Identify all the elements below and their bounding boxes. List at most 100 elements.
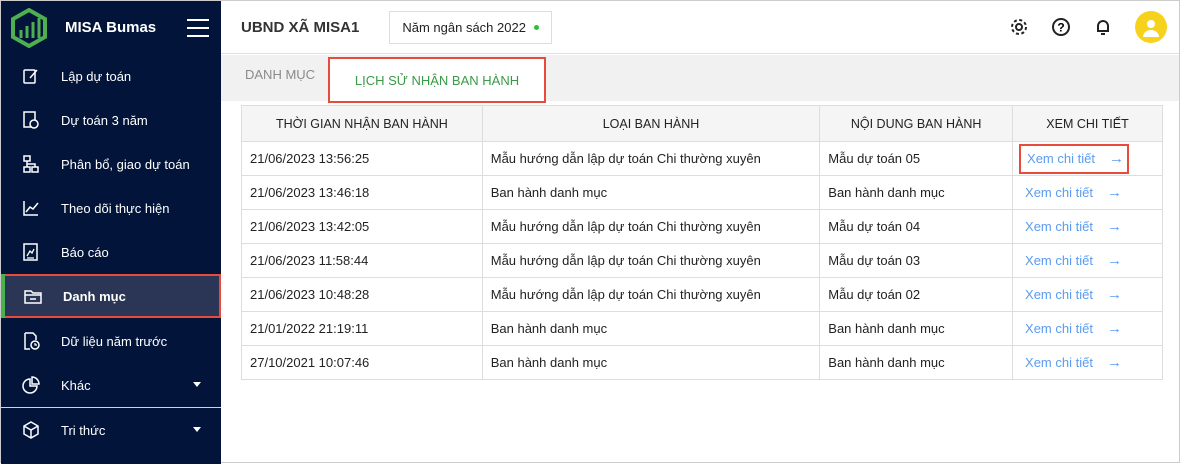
- sidebar-item[interactable]: Báo cáo: [1, 230, 221, 274]
- status-dot: [533, 24, 539, 30]
- arrow-right-icon: →: [1106, 354, 1122, 371]
- edit-icon: [21, 66, 41, 86]
- cell-content: Ban hành danh mục: [819, 345, 1014, 380]
- svg-text:?: ?: [1057, 21, 1064, 35]
- cell-detail: Xem chi tiết →: [1012, 141, 1163, 176]
- menu-toggle-icon[interactable]: [187, 19, 209, 43]
- cell-type: Mẫu hướng dẫn lập dự toán Chi thường xuy…: [481, 277, 821, 312]
- sidebar-item-label: Phân bổ, giao dự toán: [61, 156, 190, 172]
- table-row: 21/06/2023 13:42:05 Mẫu hướng dẫn lập dự …: [241, 209, 1163, 244]
- table-row: 21/06/2023 13:46:18 Ban hành danh mục Ban …: [241, 175, 1163, 210]
- avatar[interactable]: [1135, 11, 1167, 43]
- cell-time: 21/06/2023 13:46:18: [241, 175, 483, 210]
- column-header: Xem chi tiết: [1012, 105, 1163, 142]
- view-detail-label: Xem chi tiết: [1025, 219, 1093, 234]
- cell-detail: Xem chi tiết →: [1012, 175, 1163, 210]
- cell-content: Ban hành danh mục: [819, 175, 1014, 210]
- view-detail-label: Xem chi tiết: [1025, 321, 1093, 336]
- cell-time: 21/06/2023 11:58:44: [241, 243, 483, 278]
- view-detail-link[interactable]: Xem chi tiết →: [1019, 143, 1130, 174]
- caret-down-icon[interactable]: [193, 382, 201, 387]
- sidebar-item-label: Theo dõi thực hiện: [61, 200, 170, 216]
- table-row: 21/06/2023 11:58:44 Mẫu hướng dẫn lập dự …: [241, 243, 1163, 278]
- sidebar-item[interactable]: Dự toán 3 năm: [1, 98, 221, 142]
- sidebar-item[interactable]: Theo dõi thực hiện: [1, 186, 221, 230]
- app-name: MISA Bumas: [65, 19, 157, 36]
- sidebar-item[interactable]: Tri thức: [1, 408, 221, 452]
- sidebar-item-label: Dữ liệu năm trước: [61, 333, 168, 349]
- sidebar-item[interactable]: Lập dự toán: [1, 54, 221, 98]
- budget-icon: [21, 110, 41, 130]
- view-detail-link[interactable]: Xem chi tiết →: [1019, 178, 1129, 208]
- org-name: UBND XÃ MISA1: [241, 18, 360, 36]
- brand: MISA Bumas: [1, 1, 221, 54]
- table-row: 21/06/2023 13:56:25 Mẫu hướng dẫn lập dự …: [241, 141, 1163, 176]
- view-detail-label: Xem chi tiết: [1025, 253, 1093, 268]
- cell-detail: Xem chi tiết →: [1012, 311, 1163, 346]
- report-icon: [21, 242, 41, 262]
- view-detail-link[interactable]: Xem chi tiết →: [1019, 314, 1129, 344]
- cell-detail: Xem chi tiết →: [1012, 277, 1163, 312]
- sidebar-item[interactable]: Phân bổ, giao dự toán: [1, 142, 221, 186]
- column-header: Loại ban hành: [481, 105, 821, 142]
- cell-type: Ban hành danh mục: [481, 175, 821, 210]
- cell-content: Mẫu dự toán 04: [819, 209, 1014, 244]
- file-clock-icon: [21, 331, 41, 351]
- history-table: Thời gian nhận ban hành Loại ban hành Nộ…: [241, 105, 1163, 380]
- cell-detail: Xem chi tiết →: [1012, 209, 1163, 244]
- cell-time: 21/06/2023 13:42:05: [241, 209, 483, 244]
- cell-time: 21/06/2023 10:48:28: [241, 277, 483, 312]
- view-detail-link[interactable]: Xem chi tiết →: [1019, 348, 1129, 378]
- bell-icon[interactable]: [1093, 17, 1113, 37]
- cell-type: Ban hành danh mục: [481, 311, 821, 346]
- sidebar-item[interactable]: Khác: [1, 363, 221, 407]
- view-detail-link[interactable]: Xem chi tiết →: [1019, 212, 1129, 242]
- cell-detail: Xem chi tiết →: [1012, 345, 1163, 380]
- budget-year-selector[interactable]: Năm ngân sách 2022: [389, 10, 552, 44]
- header: UBND XÃ MISA1 Năm ngân sách 2022 ?: [221, 1, 1179, 54]
- tab-danh-muc[interactable]: DANH MỤC: [245, 67, 316, 82]
- view-detail-label: Xem chi tiết: [1027, 151, 1095, 166]
- sidebar-item-label: Tri thức: [61, 422, 106, 438]
- cell-content: Mẫu dự toán 05: [819, 141, 1014, 176]
- arrow-right-icon: →: [1108, 150, 1124, 167]
- sidebar-item[interactable]: Dữ liệu năm trước: [1, 319, 221, 363]
- cell-time: 21/06/2023 13:56:25: [241, 141, 483, 176]
- arrow-right-icon: →: [1106, 184, 1122, 201]
- arrow-right-icon: →: [1106, 252, 1122, 269]
- help-icon[interactable]: ?: [1051, 17, 1071, 37]
- sidebar-item-label: Lập dự toán: [61, 68, 132, 84]
- gear-icon[interactable]: [1009, 17, 1029, 37]
- cell-detail: Xem chi tiết →: [1012, 243, 1163, 278]
- cell-content: Ban hành danh mục: [819, 311, 1014, 346]
- budget-year-label: Năm ngân sách 2022: [402, 19, 526, 35]
- sidebar-item[interactable]: Danh mục: [1, 274, 221, 318]
- view-detail-link[interactable]: Xem chi tiết →: [1019, 246, 1129, 276]
- sidebar: MISA Bumas Lập dự toán Dự toán 3 năm Phân …: [1, 1, 221, 464]
- logo-icon: [11, 7, 47, 48]
- sidebar-item-label: Khác: [61, 377, 91, 393]
- arrow-right-icon: →: [1106, 286, 1122, 303]
- view-detail-link[interactable]: Xem chi tiết →: [1019, 280, 1129, 310]
- line-chart-icon: [21, 198, 41, 218]
- cell-content: Mẫu dự toán 02: [819, 277, 1014, 312]
- divider: [1, 407, 221, 408]
- table-row: 21/01/2022 21:19:11 Ban hành danh mục Ban …: [241, 311, 1163, 346]
- cell-time: 21/01/2022 21:19:11: [241, 311, 483, 346]
- tab-bar: DANH MỤC LỊCH SỬ NHẬN BAN HÀNH: [221, 55, 1179, 103]
- pie-chart-icon: [21, 375, 41, 395]
- column-header: Nội dung ban hành: [819, 105, 1014, 142]
- cell-type: Ban hành danh mục: [481, 345, 821, 380]
- view-detail-label: Xem chi tiết: [1025, 287, 1093, 302]
- view-detail-label: Xem chi tiết: [1025, 355, 1093, 370]
- hierarchy-icon: [21, 154, 41, 174]
- caret-down-icon[interactable]: [193, 427, 201, 432]
- cube-icon: [21, 420, 41, 440]
- tab-lich-su-nhan-ban-hanh[interactable]: LỊCH SỬ NHẬN BAN HÀNH: [328, 57, 546, 103]
- cell-type: Mẫu hướng dẫn lập dự toán Chi thường xuy…: [481, 243, 821, 278]
- folder-icon: [23, 286, 43, 306]
- table-row: 21/06/2023 10:48:28 Mẫu hướng dẫn lập dự …: [241, 277, 1163, 312]
- column-header: Thời gian nhận ban hành: [241, 105, 483, 142]
- sidebar-item-label: Danh mục: [63, 288, 126, 304]
- table-row: 27/10/2021 10:07:46 Ban hành danh mục Ban …: [241, 345, 1163, 380]
